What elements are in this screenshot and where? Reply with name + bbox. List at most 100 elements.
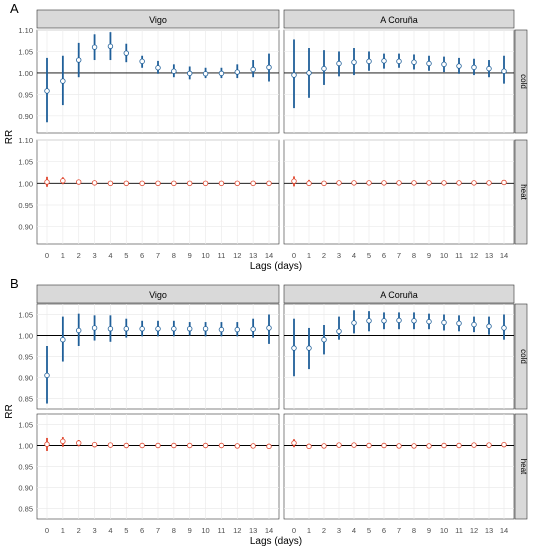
estimate-point (411, 443, 417, 449)
x-tick-label: 5 (124, 526, 128, 535)
estimate-point (291, 440, 297, 446)
y-tick-label: 0.95 (18, 353, 33, 362)
x-tick-label: 4 (108, 526, 112, 535)
estimate-point (234, 180, 240, 187)
y-tick-label: 0.90 (18, 223, 33, 232)
x-tick-label: 0 (292, 251, 296, 260)
x-tick-label: 4 (352, 251, 356, 260)
x-tick-label: 3 (337, 526, 341, 535)
x-tick-label: 7 (397, 251, 401, 260)
estimate-point (76, 440, 82, 446)
estimate-point (501, 325, 507, 331)
estimate-point (107, 180, 114, 187)
estimate-point (107, 326, 114, 332)
estimate-point (366, 318, 372, 324)
x-tick-label: 14 (500, 251, 508, 260)
x-tick-label: 9 (188, 251, 192, 260)
estimate-point (155, 180, 161, 187)
x-tick-label: 14 (500, 526, 508, 535)
estimate-point (381, 180, 387, 186)
estimate-point (351, 180, 357, 186)
estimate-point (471, 180, 477, 186)
estimate-point (60, 178, 66, 184)
y-tick-label: 1.10 (18, 26, 33, 35)
estimate-point (155, 326, 161, 332)
estimate-point (107, 43, 114, 50)
x-tick-label: 2 (322, 526, 326, 535)
estimate-point (351, 59, 357, 65)
estimate-point (250, 326, 256, 332)
estimate-point (336, 180, 342, 186)
x-tick-label: 6 (382, 526, 386, 535)
estimate-point (441, 319, 447, 326)
x-tick-label: 0 (45, 251, 49, 260)
estimate-point (471, 442, 477, 448)
x-tick-label: 9 (188, 526, 192, 535)
x-tick-label: 4 (352, 526, 356, 535)
x-tick-label: 1 (61, 526, 65, 535)
estimate-point (486, 442, 492, 448)
estimate-point (171, 180, 177, 187)
facet-strip-city (36, 284, 280, 304)
facet-strip-city (36, 9, 280, 29)
x-tick-label: 4 (108, 251, 112, 260)
estimate-point (351, 320, 357, 326)
estimate-point (187, 326, 193, 332)
estimate-point (486, 65, 492, 72)
estimate-point (202, 180, 209, 187)
y-tick-label: 0.85 (18, 395, 33, 404)
facet-strip-city (283, 9, 515, 29)
estimate-point (411, 180, 417, 186)
x-tick-label: 10 (201, 251, 209, 260)
estimate-point (44, 441, 50, 447)
y-tick-label: 0.95 (18, 90, 33, 99)
estimate-point (202, 326, 209, 332)
facet-strip-row (514, 303, 528, 410)
estimate-point (76, 179, 82, 185)
x-tick-label: 6 (140, 251, 144, 260)
estimate-point (306, 345, 312, 351)
y-tick-label: 1.05 (18, 311, 33, 320)
estimate-point (123, 442, 129, 449)
y-tick-label: 0.90 (18, 484, 33, 493)
x-tick-label: 8 (412, 251, 416, 260)
estimate-point (107, 442, 114, 448)
x-tick-label: 5 (367, 526, 371, 535)
y-tick-label: 0.95 (18, 201, 33, 210)
estimate-point (486, 180, 492, 186)
estimate-point (123, 50, 129, 56)
x-tick-label: 10 (440, 251, 448, 260)
estimate-point (60, 438, 66, 444)
estimate-point (44, 88, 50, 94)
estimate-point (366, 442, 372, 449)
estimate-point (396, 180, 402, 186)
estimate-point (44, 179, 50, 185)
estimate-point (396, 317, 402, 324)
estimate-point (501, 68, 507, 74)
facet-strip-row-label: heat (519, 184, 528, 200)
facet-strip-label: A Coruña (380, 15, 418, 25)
estimate-point (202, 71, 209, 77)
x-tick-label: 12 (233, 251, 241, 260)
facet-strip-label: A Coruña (380, 290, 418, 300)
estimate-point (336, 328, 342, 334)
estimate-point (456, 180, 462, 186)
facet-strip-row-label: cold (519, 74, 528, 89)
estimate-point (321, 337, 327, 343)
estimate-point (187, 442, 193, 449)
estimate-point (187, 70, 193, 77)
estimate-point (441, 180, 447, 186)
x-tick-label: 1 (307, 251, 311, 260)
facet-strip-row-label: cold (519, 349, 528, 364)
estimate-point (91, 180, 98, 186)
estimate-point (234, 69, 240, 75)
y-tick-label: 0.90 (18, 374, 33, 383)
x-tick-label: 5 (367, 251, 371, 260)
estimate-point (441, 61, 447, 68)
estimate-point (396, 443, 402, 449)
x-tick-label: 14 (265, 526, 273, 535)
estimate-point (218, 442, 225, 449)
estimate-point (266, 325, 272, 331)
x-tick-label: 2 (322, 251, 326, 260)
estimate-point (91, 44, 98, 50)
